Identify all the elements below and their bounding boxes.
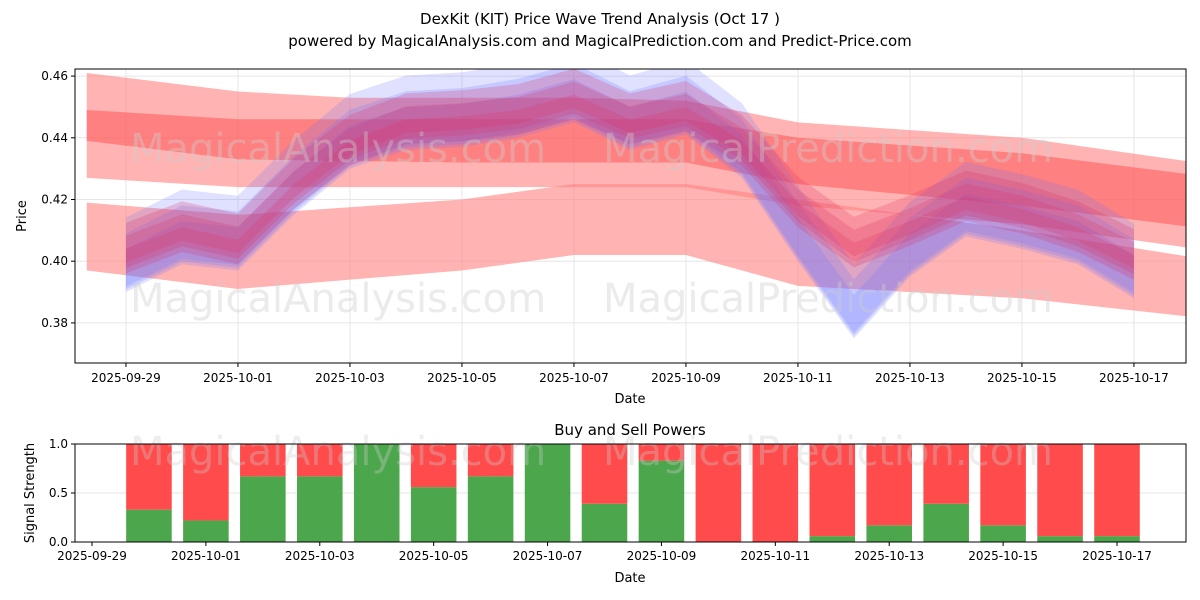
sell-bar: [980, 444, 1026, 526]
x-tick-label: 2025-10-07: [513, 549, 583, 563]
x-tick-label: 2025-10-17: [1082, 549, 1152, 563]
x-tick-label: 2025-10-15: [987, 371, 1057, 385]
buy-bar: [581, 503, 628, 542]
chart-title: DexKit (KIT) Price Wave Trend Analysis (…: [420, 10, 780, 28]
sell-bar: [923, 444, 969, 504]
watermark: MagicalPrediction.com: [603, 429, 1053, 475]
buy-bar: [809, 536, 856, 542]
buy-bar: [240, 476, 286, 542]
y-tick-label: 0.44: [41, 131, 68, 145]
sell-bar: [866, 444, 912, 526]
sell-bar: [467, 444, 514, 477]
watermark: MagicalPrediction.com: [603, 126, 1053, 172]
x-axis-label: Date: [614, 571, 645, 586]
watermark: MagicalAnalysis.com: [130, 126, 546, 172]
sell-bar: [240, 444, 286, 477]
x-tick-label: 2025-10-11: [740, 549, 810, 563]
sell-bar: [581, 444, 628, 504]
x-tick-label: 2025-10-03: [285, 549, 355, 563]
price-wave-blue: [125, 69, 1134, 333]
price-wave-blue: [125, 79, 1134, 339]
x-tick-label: 2025-10-03: [315, 371, 385, 385]
x-tick-label: 2025-10-05: [399, 549, 469, 563]
buy-bar: [353, 444, 400, 542]
buy-bar: [638, 460, 685, 542]
plot-frame: [74, 68, 1187, 364]
x-tick-label: 2025-10-17: [1099, 371, 1169, 385]
x-tick-label: 2025-09-29: [91, 371, 161, 385]
x-tick-label: 2025-09-29: [57, 549, 127, 563]
x-tick-label: 2025-10-13: [854, 549, 924, 563]
price-wave-red: [125, 94, 1134, 280]
trend-band-upper-core: [86, 110, 1186, 227]
y-axis-label: Signal Strength: [23, 443, 38, 543]
sell-bar: [126, 444, 172, 510]
y-tick-label: 0.40: [41, 254, 68, 268]
plot-frame: [74, 443, 1187, 543]
y-axis-label: Price: [15, 200, 30, 232]
x-tick-label: 2025-10-15: [968, 549, 1038, 563]
buy-bar: [524, 444, 571, 542]
x-tick-label: 2025-10-01: [203, 371, 273, 385]
x-axis-label: Date: [614, 392, 645, 407]
x-tick-label: 2025-10-11: [763, 371, 833, 385]
price-wave-blue: [125, 69, 1134, 336]
x-tick-label: 2025-10-01: [171, 549, 241, 563]
y-tick-label: 0.0: [49, 535, 68, 549]
sell-bar: [410, 444, 457, 488]
buy-bar: [980, 525, 1026, 542]
buy-bar: [923, 503, 969, 542]
plot-area: [86, 69, 1186, 339]
watermark: MagicalAnalysis.com: [130, 429, 546, 475]
sell-bar: [297, 444, 343, 477]
y-tick-label: 0.46: [41, 69, 68, 83]
buy-bar: [410, 487, 457, 542]
sell-bar: [183, 444, 229, 521]
x-tick-label: 2025-10-09: [651, 371, 721, 385]
y-tick-label: 0.38: [41, 316, 68, 330]
sell-bar: [1094, 444, 1140, 537]
buy-bar: [297, 476, 343, 542]
buy-bar: [183, 520, 229, 542]
subplot-title: Buy and Sell Powers: [554, 421, 706, 439]
price-wave-red: [125, 81, 1134, 275]
watermark: MagicalPrediction.com: [603, 276, 1053, 322]
sell-bar: [638, 444, 685, 461]
sell-bar: [752, 444, 799, 542]
buy-bar: [866, 525, 912, 542]
buy-bar: [1094, 536, 1140, 542]
sell-bar: [809, 444, 856, 537]
watermark: MagicalAnalysis.com: [130, 276, 546, 322]
chart-subtitle: powered by MagicalAnalysis.com and Magic…: [288, 32, 912, 50]
trend-band-lower-wide: [86, 184, 1186, 317]
price-wave-red: [125, 69, 1134, 269]
y-tick-label: 0.42: [41, 192, 68, 206]
buy-bar: [467, 476, 514, 542]
buy-bar: [126, 509, 172, 542]
y-tick-label: 1.0: [49, 437, 68, 451]
x-tick-label: 2025-10-07: [539, 371, 609, 385]
x-tick-label: 2025-10-09: [627, 549, 697, 563]
buy-bar: [1037, 536, 1083, 542]
y-tick-label: 0.5: [49, 486, 68, 500]
x-tick-label: 2025-10-13: [875, 371, 945, 385]
sell-bar: [1037, 444, 1083, 537]
x-tick-label: 2025-10-05: [427, 371, 497, 385]
sell-bar: [695, 444, 742, 542]
